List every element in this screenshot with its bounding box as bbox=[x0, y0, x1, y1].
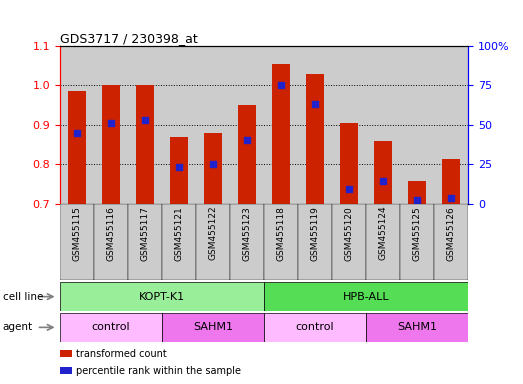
Bar bbox=[94, 46, 128, 204]
Bar bbox=[162, 313, 264, 342]
Text: GSM455115: GSM455115 bbox=[73, 206, 82, 261]
Bar bbox=[264, 204, 298, 280]
Text: GSM455123: GSM455123 bbox=[243, 206, 252, 261]
Point bbox=[277, 83, 286, 89]
Text: cell line: cell line bbox=[3, 291, 43, 302]
Bar bbox=[196, 204, 230, 280]
Text: GSM455121: GSM455121 bbox=[175, 206, 184, 261]
Bar bbox=[366, 204, 400, 280]
Text: GSM455124: GSM455124 bbox=[379, 206, 388, 260]
Bar bbox=[374, 141, 392, 204]
Bar bbox=[332, 204, 366, 280]
Bar bbox=[434, 204, 468, 280]
Point bbox=[311, 101, 320, 108]
Bar bbox=[434, 46, 468, 204]
Text: GSM455119: GSM455119 bbox=[311, 206, 320, 261]
Bar bbox=[128, 46, 162, 204]
Point bbox=[73, 131, 82, 137]
Point bbox=[209, 161, 218, 167]
Text: control: control bbox=[296, 322, 334, 333]
Point bbox=[175, 164, 184, 170]
Bar bbox=[264, 282, 468, 311]
Bar bbox=[332, 46, 366, 204]
Bar bbox=[298, 46, 332, 204]
Bar bbox=[264, 313, 366, 342]
Text: GSM455126: GSM455126 bbox=[447, 206, 456, 261]
Bar bbox=[170, 137, 188, 204]
Point bbox=[413, 197, 422, 203]
Bar bbox=[196, 46, 230, 204]
Point bbox=[345, 186, 354, 192]
Bar bbox=[366, 46, 400, 204]
Point bbox=[447, 195, 456, 202]
Bar bbox=[366, 313, 468, 342]
Bar bbox=[298, 204, 332, 280]
Text: GSM455118: GSM455118 bbox=[277, 206, 286, 261]
Text: transformed count: transformed count bbox=[76, 349, 167, 359]
Text: HPB-ALL: HPB-ALL bbox=[343, 291, 390, 302]
Bar bbox=[204, 132, 222, 204]
Point bbox=[243, 137, 252, 143]
Bar bbox=[60, 46, 94, 204]
Bar bbox=[136, 84, 154, 204]
Text: percentile rank within the sample: percentile rank within the sample bbox=[76, 366, 242, 376]
Text: GSM455125: GSM455125 bbox=[413, 206, 422, 261]
Bar bbox=[94, 204, 128, 280]
Bar bbox=[230, 46, 264, 204]
Bar bbox=[442, 159, 460, 204]
Bar bbox=[408, 182, 426, 204]
Bar bbox=[162, 46, 196, 204]
Bar bbox=[60, 350, 72, 357]
Text: KOPT-K1: KOPT-K1 bbox=[139, 291, 185, 302]
Point bbox=[107, 120, 116, 126]
Text: GSM455122: GSM455122 bbox=[209, 206, 218, 260]
Text: control: control bbox=[92, 322, 130, 333]
Point bbox=[379, 178, 388, 184]
Bar bbox=[60, 282, 264, 311]
Bar bbox=[102, 86, 120, 204]
Bar bbox=[162, 204, 196, 280]
Bar bbox=[306, 74, 324, 204]
Point bbox=[141, 117, 150, 123]
Bar bbox=[264, 46, 298, 204]
Bar bbox=[60, 313, 162, 342]
Text: SAHM1: SAHM1 bbox=[193, 322, 233, 333]
Text: GDS3717 / 230398_at: GDS3717 / 230398_at bbox=[60, 32, 198, 45]
Text: GSM455116: GSM455116 bbox=[107, 206, 116, 261]
Bar bbox=[128, 204, 162, 280]
Bar bbox=[60, 204, 94, 280]
Bar bbox=[230, 204, 264, 280]
Text: GSM455120: GSM455120 bbox=[345, 206, 354, 261]
Bar bbox=[238, 105, 256, 204]
Bar bbox=[400, 46, 434, 204]
Text: agent: agent bbox=[3, 322, 33, 333]
Bar bbox=[68, 91, 86, 204]
Bar bbox=[400, 204, 434, 280]
Text: SAHM1: SAHM1 bbox=[397, 322, 437, 333]
Bar bbox=[272, 64, 290, 204]
Text: GSM455117: GSM455117 bbox=[141, 206, 150, 261]
Bar bbox=[340, 123, 358, 204]
Bar bbox=[60, 367, 72, 374]
